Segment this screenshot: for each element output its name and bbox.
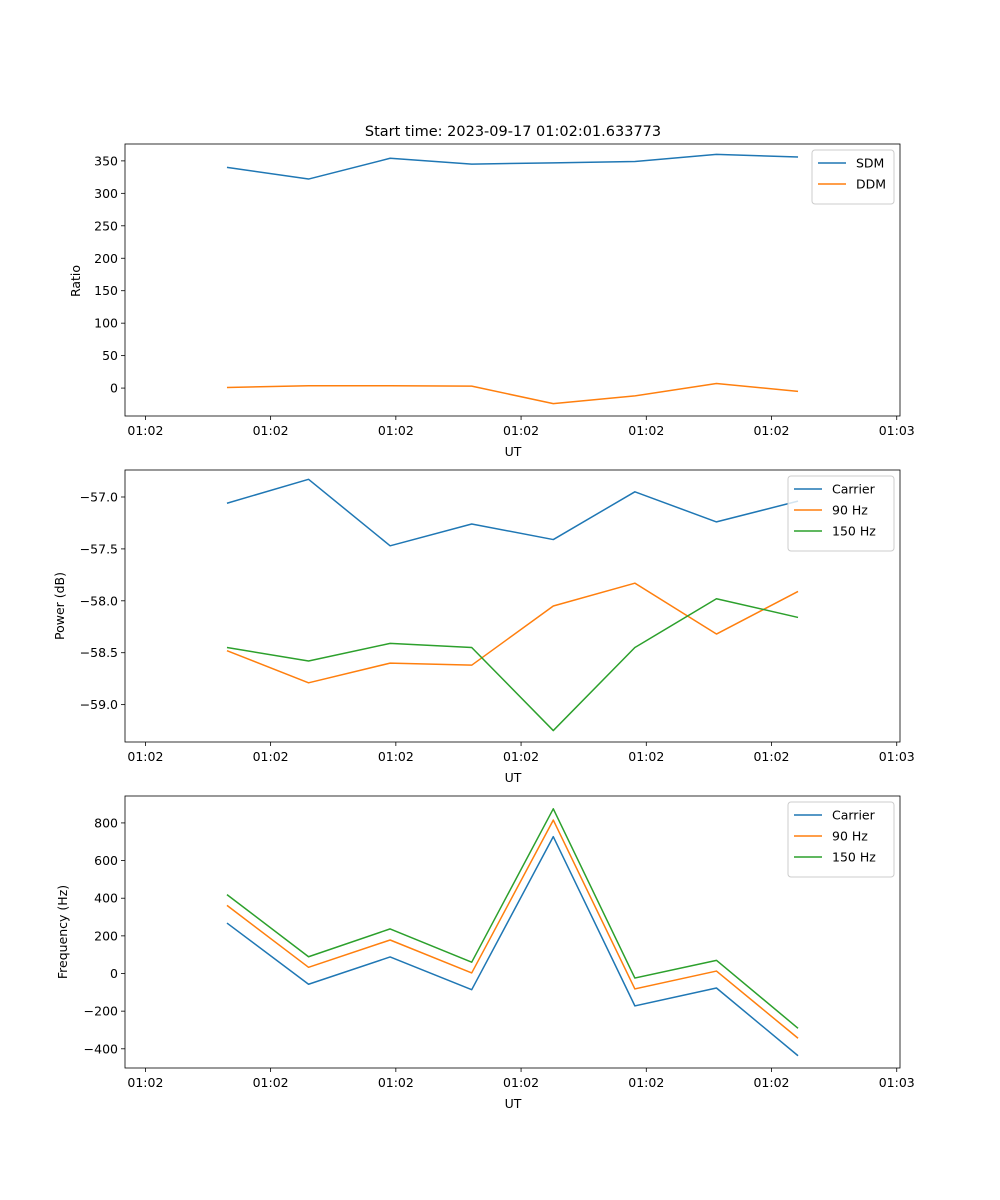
legend-label: SDM (856, 156, 884, 171)
y-tick-label: 300 (94, 186, 118, 201)
x-tick-label: 01:02 (753, 423, 789, 438)
x-tick-label: 01:02 (253, 749, 289, 764)
y-tick-label: 0 (110, 381, 118, 396)
x-tick-label: 01:02 (127, 1075, 163, 1090)
legend: Carrier 90 Hz 150 Hz (787, 475, 895, 552)
plot-frame (124, 469, 901, 743)
series-line-90-hz (226, 582, 799, 684)
y-axis-label: Power (dB) (52, 572, 67, 640)
y-tick-label: 600 (94, 853, 118, 868)
power-panel: Power (dB) UT 01:02 01:02 01:02 01:02 01:02 0… (52, 469, 915, 785)
x-tick-label: 01:02 (503, 749, 539, 764)
y-tick-label: −57.0 (80, 489, 118, 504)
y-tick-label: −59.0 (80, 697, 118, 712)
x-tick-label: 01:02 (378, 1075, 414, 1090)
x-tick-label: 01:02 (127, 423, 163, 438)
x-axis-label: UT (505, 1096, 522, 1111)
y-tick-label: −400 (84, 1041, 118, 1056)
y-tick-label: 800 (94, 815, 118, 830)
y-axis-label: Frequency (Hz) (55, 885, 70, 979)
x-tick-label: 01:02 (753, 749, 789, 764)
x-tick-label: 01:02 (628, 423, 664, 438)
plot-frame (124, 143, 901, 417)
legend-box (787, 801, 895, 878)
series-line-ddm (226, 382, 799, 405)
x-tick-label: 01:02 (503, 423, 539, 438)
x-tick-label: 01:02 (378, 423, 414, 438)
y-tick-label: −58.0 (80, 593, 118, 608)
x-tick-label: 01:02 (127, 749, 163, 764)
y-tick-label: 400 (94, 891, 118, 906)
y-tick-label: 200 (94, 928, 118, 943)
y-tick-label: 250 (94, 218, 118, 233)
legend-label: Carrier (832, 808, 876, 823)
x-axis-label: UT (505, 444, 522, 459)
legend-label: Carrier (832, 482, 876, 497)
y-tick-label: 0 (110, 966, 118, 981)
chart-title: Start time: 2023-09-17 01:02:01.633773 (365, 124, 661, 140)
y-tick-label: 50 (102, 348, 118, 363)
y-tick-label: −57.5 (80, 541, 118, 556)
frequency-panel: Frequency (Hz) UT 01:02 01:02 01:02 01:02 01… (55, 795, 915, 1111)
plot-frame (124, 795, 901, 1069)
y-tick-label: 150 (94, 283, 118, 298)
x-tick-label: 01:03 (879, 749, 915, 764)
x-tick-label: 01:02 (753, 1075, 789, 1090)
legend-label: DDM (856, 177, 886, 192)
x-tick-label: 01:03 (879, 1075, 915, 1090)
series-line-150-hz (226, 597, 799, 732)
y-tick-label: 350 (94, 153, 118, 168)
x-tick-label: 01:03 (879, 423, 915, 438)
y-tick-label: −58.5 (80, 645, 118, 660)
x-tick-label: 01:02 (378, 749, 414, 764)
ratio-panel: Start time: 2023-09-17 01:02:01.633773 R… (68, 124, 915, 459)
series-line-150-hz (226, 808, 799, 1029)
series-line-carrier (226, 478, 799, 547)
x-tick-label: 01:02 (503, 1075, 539, 1090)
legend-label: 90 Hz (832, 829, 868, 844)
legend: Carrier 90 Hz 150 Hz (787, 801, 895, 878)
legend-label: 150 Hz (832, 524, 876, 539)
series-line-carrier (226, 835, 799, 1057)
y-tick-label: 200 (94, 251, 118, 266)
x-axis-label: UT (505, 770, 522, 785)
x-tick-label: 01:02 (628, 1075, 664, 1090)
y-axis-label: Ratio (68, 265, 83, 297)
legend: SDM DDM (811, 149, 895, 205)
series-line-90-hz (226, 819, 799, 1039)
legend-label: 90 Hz (832, 503, 868, 518)
legend-label: 150 Hz (832, 850, 876, 865)
series-line-sdm (226, 153, 799, 180)
legend-box (787, 475, 895, 552)
y-tick-label: −200 (84, 1004, 118, 1019)
x-tick-label: 01:02 (628, 749, 664, 764)
y-tick-label: 100 (94, 316, 118, 331)
x-tick-label: 01:02 (253, 1075, 289, 1090)
x-tick-label: 01:02 (253, 423, 289, 438)
